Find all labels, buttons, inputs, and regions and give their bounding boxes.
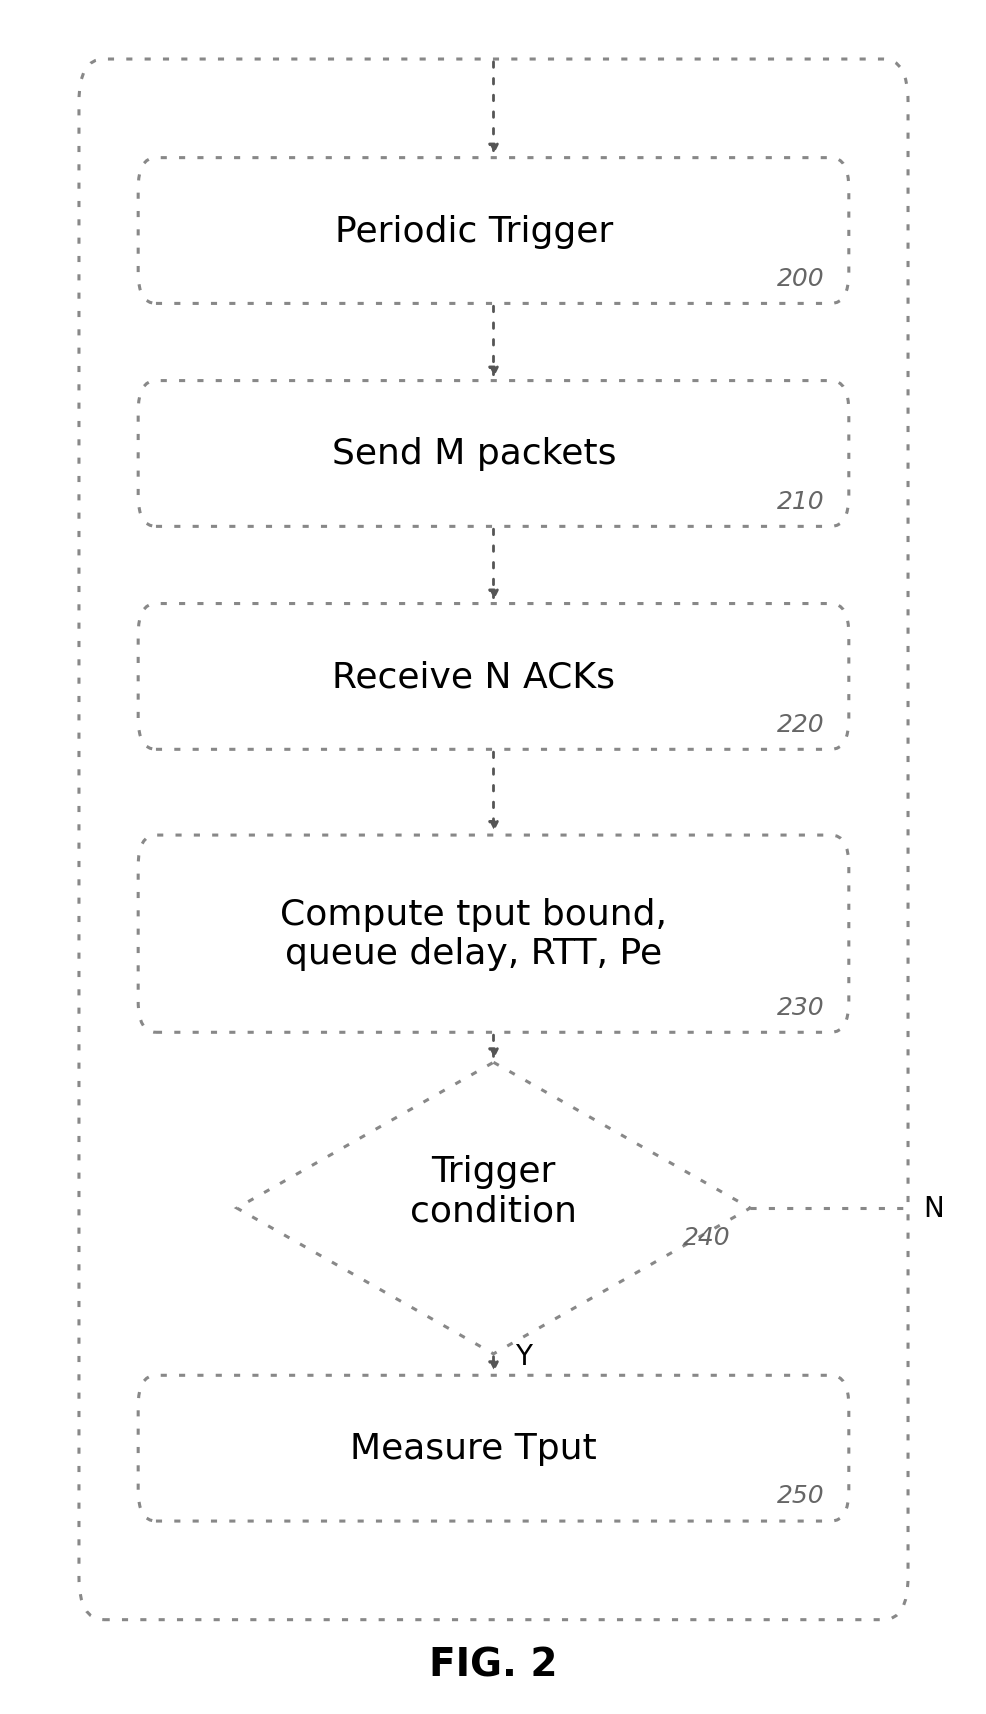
Text: Receive N ACKs: Receive N ACKs: [332, 660, 614, 694]
Text: N: N: [922, 1195, 943, 1222]
Text: Measure Tput: Measure Tput: [350, 1431, 597, 1465]
Text: Periodic Trigger: Periodic Trigger: [334, 214, 612, 249]
Text: 220: 220: [776, 713, 823, 737]
Text: 240: 240: [682, 1226, 730, 1250]
Text: 210: 210: [776, 490, 823, 514]
FancyBboxPatch shape: [138, 382, 848, 528]
Polygon shape: [237, 1063, 749, 1354]
Text: Y: Y: [514, 1342, 531, 1369]
FancyBboxPatch shape: [138, 1375, 848, 1522]
Text: Trigger
condition: Trigger condition: [409, 1155, 577, 1227]
Text: 200: 200: [776, 267, 823, 290]
FancyBboxPatch shape: [138, 603, 848, 751]
Text: Compute tput bound,
queue delay, RTT, Pe: Compute tput bound, queue delay, RTT, Pe: [280, 898, 667, 970]
Text: FIG. 2: FIG. 2: [429, 1645, 557, 1683]
FancyBboxPatch shape: [138, 159, 848, 305]
Text: 230: 230: [776, 996, 823, 1018]
Text: 250: 250: [776, 1484, 823, 1508]
FancyBboxPatch shape: [138, 835, 848, 1032]
Text: Send M packets: Send M packets: [331, 437, 615, 471]
